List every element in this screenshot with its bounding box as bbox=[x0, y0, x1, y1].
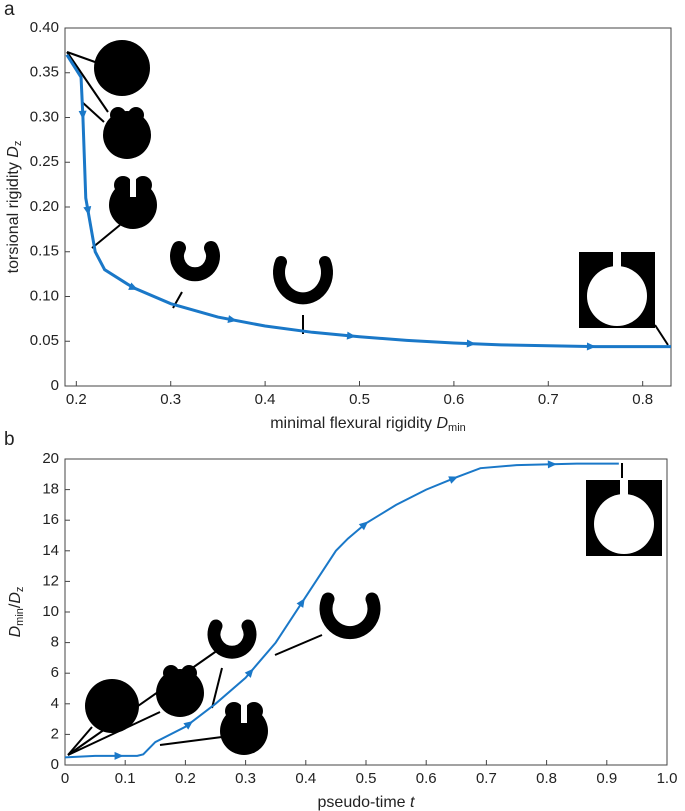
y-tick-label: 0.05 bbox=[30, 332, 59, 349]
x-tick-label: 0.3 bbox=[235, 770, 256, 787]
x-tick-label: 0.6 bbox=[443, 391, 464, 408]
direction-arrow bbox=[78, 110, 87, 120]
x-axis-label: minimal flexural rigidity Dmin bbox=[270, 415, 466, 434]
y-tick-label: 0.25 bbox=[30, 153, 59, 170]
y-tick-label: 0.20 bbox=[30, 198, 59, 215]
y-tick-label: 0.40 bbox=[30, 19, 59, 36]
direction-arrow bbox=[346, 331, 357, 340]
direction-arrow bbox=[128, 282, 139, 290]
direction-arrow bbox=[466, 339, 476, 348]
x-tick-label: 0.8 bbox=[536, 770, 557, 787]
x-tick-label: 0.7 bbox=[538, 391, 559, 408]
x-tick-label: 0 bbox=[61, 770, 69, 787]
y-axis-label: Dmin/Dz bbox=[7, 587, 26, 638]
panel-label: a bbox=[4, 0, 15, 20]
axis-label-sub: z bbox=[14, 587, 26, 593]
axis-label-sub: min bbox=[448, 422, 466, 434]
direction-arrow bbox=[547, 460, 557, 469]
y-tick-label: 8 bbox=[51, 634, 59, 651]
data-line bbox=[65, 54, 671, 349]
y-axis-label: torsional rigidity Dz bbox=[5, 141, 24, 274]
y-tick-label: 14 bbox=[42, 542, 59, 559]
x-axis-label: pseudo-time t bbox=[318, 794, 416, 811]
y-tick-label: 2 bbox=[51, 725, 59, 742]
x-tick-label: 0.4 bbox=[295, 770, 316, 787]
y-tick-label: 16 bbox=[42, 511, 59, 528]
direction-arrow bbox=[227, 315, 238, 323]
x-tick-label: 0.5 bbox=[356, 770, 377, 787]
panel-label: b bbox=[4, 429, 15, 450]
axis-label-text: / bbox=[7, 603, 24, 608]
direction-arrow bbox=[244, 668, 254, 678]
y-tick-label: 20 bbox=[42, 450, 59, 467]
direction-arrow bbox=[114, 751, 124, 760]
y-tick-label: 0 bbox=[51, 377, 59, 394]
axis-label-var: D bbox=[7, 625, 24, 637]
direction-arrow bbox=[448, 476, 459, 484]
direction-arrow bbox=[358, 521, 369, 531]
x-tick-label: 0.8 bbox=[632, 391, 653, 408]
x-tick-label: 1.0 bbox=[657, 770, 678, 787]
axis-label-text: torsional rigidity bbox=[5, 158, 22, 274]
y-tick-label: 18 bbox=[42, 481, 59, 498]
direction-arrow bbox=[296, 598, 305, 608]
direction-arrow bbox=[83, 205, 92, 216]
y-tick-label: 12 bbox=[42, 572, 59, 589]
axis-label-sub: min bbox=[14, 608, 26, 626]
y-tick-label: 10 bbox=[42, 603, 59, 620]
y-tick-label: 4 bbox=[51, 695, 59, 712]
y-tick-label: 0.35 bbox=[30, 64, 59, 81]
x-tick-label: 0.7 bbox=[476, 770, 497, 787]
axis-label-var: D bbox=[7, 592, 24, 604]
axis-label-var: t bbox=[410, 794, 415, 811]
direction-arrow bbox=[586, 342, 596, 351]
axis-label-var: D bbox=[5, 146, 22, 158]
axis-label-text: minimal flexural rigidity bbox=[270, 415, 436, 432]
shape-icons bbox=[85, 40, 662, 755]
axis-label-var: D bbox=[436, 415, 448, 432]
y-tick-label: 0.30 bbox=[30, 108, 59, 125]
plot-frame bbox=[64, 458, 668, 766]
axis-label-sub: z bbox=[12, 141, 24, 147]
direction-arrow bbox=[183, 720, 193, 730]
x-tick-label: 0.9 bbox=[596, 770, 617, 787]
x-tick-label: 0.1 bbox=[115, 770, 136, 787]
data-line bbox=[64, 462, 619, 759]
x-tick-label: 0.4 bbox=[255, 391, 276, 408]
x-tick-label: 0.2 bbox=[66, 391, 87, 408]
x-tick-label: 0.5 bbox=[349, 391, 370, 408]
axis-label-text: pseudo-time bbox=[318, 794, 411, 811]
x-tick-label: 0.6 bbox=[416, 770, 437, 787]
y-tick-label: 0.15 bbox=[30, 243, 59, 260]
x-tick-label: 0.2 bbox=[175, 770, 196, 787]
y-tick-label: 0.10 bbox=[30, 287, 59, 304]
y-tick-label: 0 bbox=[51, 756, 59, 773]
y-tick-label: 6 bbox=[51, 664, 59, 681]
x-tick-label: 0.3 bbox=[160, 391, 181, 408]
